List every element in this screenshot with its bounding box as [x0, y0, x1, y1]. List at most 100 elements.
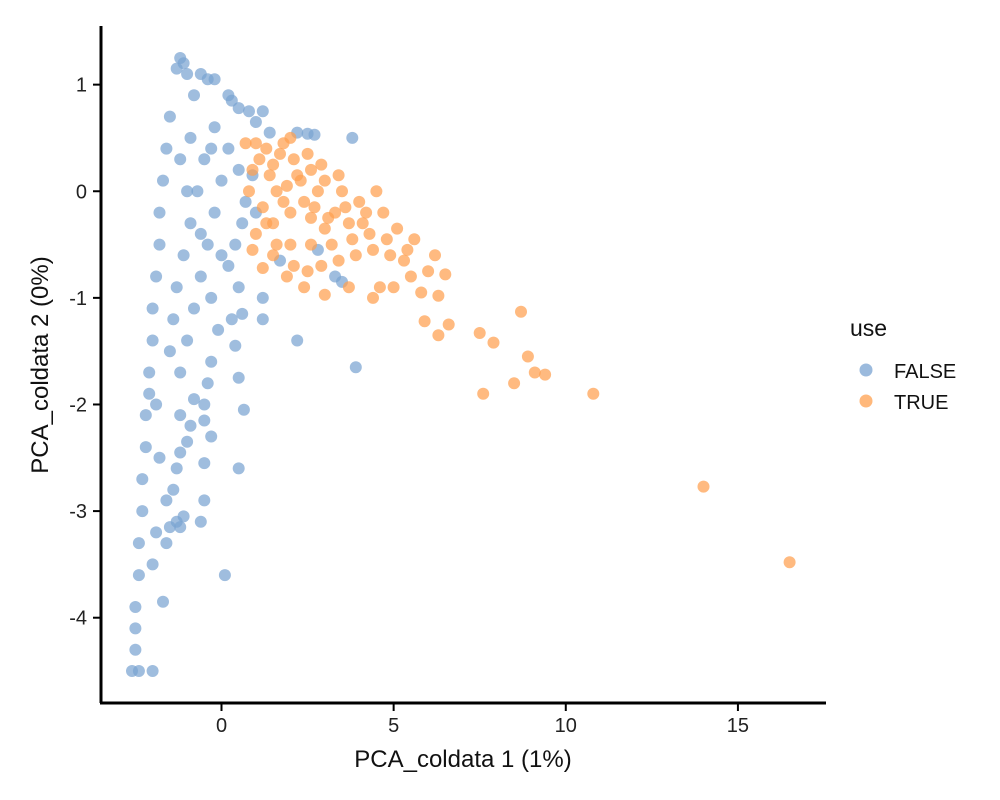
- data-point-true: [301, 147, 314, 160]
- data-point-false: [150, 270, 163, 283]
- legend: use FALSE TRUE: [850, 315, 956, 414]
- data-point-true: [305, 238, 317, 251]
- legend-label-true: TRUE: [894, 392, 948, 414]
- data-point-false: [229, 238, 242, 251]
- data-point-false: [181, 435, 194, 448]
- data-point-false: [174, 446, 187, 459]
- data-point-true: [442, 318, 455, 331]
- data-point-false: [256, 313, 269, 326]
- data-point-false: [232, 371, 245, 384]
- data-point-true: [404, 270, 417, 283]
- data-point-true: [260, 142, 273, 155]
- legend-key-false: [859, 363, 873, 377]
- data-point-false: [129, 622, 142, 635]
- data-point-false: [208, 121, 221, 134]
- data-point-false: [205, 355, 218, 368]
- data-point-true: [253, 153, 266, 166]
- data-point-false: [208, 73, 221, 86]
- data-point-true: [367, 243, 379, 256]
- data-point-false: [194, 515, 207, 528]
- data-point-true: [305, 163, 317, 176]
- data-point-true: [249, 227, 262, 240]
- data-point-true: [339, 201, 352, 214]
- data-point-true: [349, 249, 362, 262]
- data-point-false: [163, 345, 176, 358]
- data-point-false: [160, 494, 173, 507]
- data-point-true: [315, 158, 328, 171]
- data-point-false: [132, 569, 145, 582]
- data-point-false: [232, 102, 245, 115]
- y-axis-ticks: 1 0 -1 -2 -3 -4: [69, 75, 101, 630]
- data-point-false: [201, 377, 214, 390]
- data-point-true: [429, 249, 441, 262]
- data-point-false: [222, 259, 235, 272]
- data-point-true: [305, 211, 317, 224]
- data-point-false: [184, 419, 197, 432]
- data-point-false: [236, 307, 249, 320]
- data-point-false: [208, 206, 221, 219]
- data-point-false: [346, 131, 359, 144]
- data-point-false: [236, 217, 249, 230]
- data-point-false: [177, 510, 190, 523]
- y-tick-label: 1: [76, 75, 87, 97]
- data-point-true: [697, 480, 710, 493]
- points-layer: [126, 52, 796, 677]
- data-point-true: [256, 262, 269, 274]
- data-point-true: [315, 259, 328, 272]
- data-point-false: [188, 302, 200, 315]
- x-tick-label: 0: [216, 715, 227, 737]
- data-point-false: [170, 281, 183, 294]
- data-point-true: [318, 222, 331, 235]
- series-true: [239, 131, 796, 569]
- data-point-true: [487, 336, 500, 349]
- x-axis-title: PCA_coldata 1 (1%): [354, 746, 571, 773]
- data-point-true: [432, 329, 445, 342]
- data-point-true: [287, 259, 300, 272]
- data-point-true: [322, 211, 335, 224]
- data-point-true: [249, 137, 262, 150]
- data-point-true: [311, 185, 324, 198]
- data-point-false: [243, 105, 255, 118]
- data-point-false: [239, 195, 252, 208]
- data-point-true: [587, 387, 600, 400]
- data-point-false: [157, 174, 169, 187]
- data-point-true: [246, 243, 259, 256]
- data-point-false: [163, 110, 176, 123]
- data-point-false: [215, 174, 228, 187]
- data-point-false: [146, 665, 159, 677]
- data-point-true: [263, 169, 276, 182]
- data-point-false: [212, 323, 225, 336]
- data-point-false: [232, 281, 245, 294]
- data-point-true: [256, 201, 269, 214]
- data-point-false: [198, 457, 211, 470]
- y-tick-label: -4: [69, 608, 87, 630]
- data-point-true: [380, 233, 393, 246]
- data-point-true: [439, 268, 452, 281]
- data-point-true: [291, 169, 304, 182]
- data-point-true: [267, 249, 280, 262]
- data-point-false: [232, 163, 245, 176]
- data-point-true: [391, 222, 404, 235]
- data-point-true: [477, 387, 490, 400]
- data-point-false: [194, 227, 207, 240]
- data-point-true: [342, 281, 355, 294]
- data-point-false: [291, 334, 304, 347]
- data-point-false: [153, 206, 166, 219]
- legend-key-true: [859, 394, 873, 408]
- data-point-false: [256, 291, 269, 304]
- data-point-false: [256, 105, 269, 118]
- data-point-false: [167, 483, 180, 496]
- data-point-false: [146, 302, 159, 315]
- data-point-false: [167, 313, 180, 326]
- data-point-false: [263, 126, 276, 139]
- data-point-true: [528, 366, 541, 379]
- data-point-true: [422, 265, 435, 278]
- data-point-true: [432, 289, 445, 302]
- data-point-true: [270, 185, 283, 198]
- data-point-false: [170, 62, 183, 75]
- y-tick-label: -3: [69, 501, 87, 523]
- data-point-true: [301, 265, 314, 278]
- data-point-false: [184, 217, 197, 230]
- data-point-true: [274, 147, 286, 160]
